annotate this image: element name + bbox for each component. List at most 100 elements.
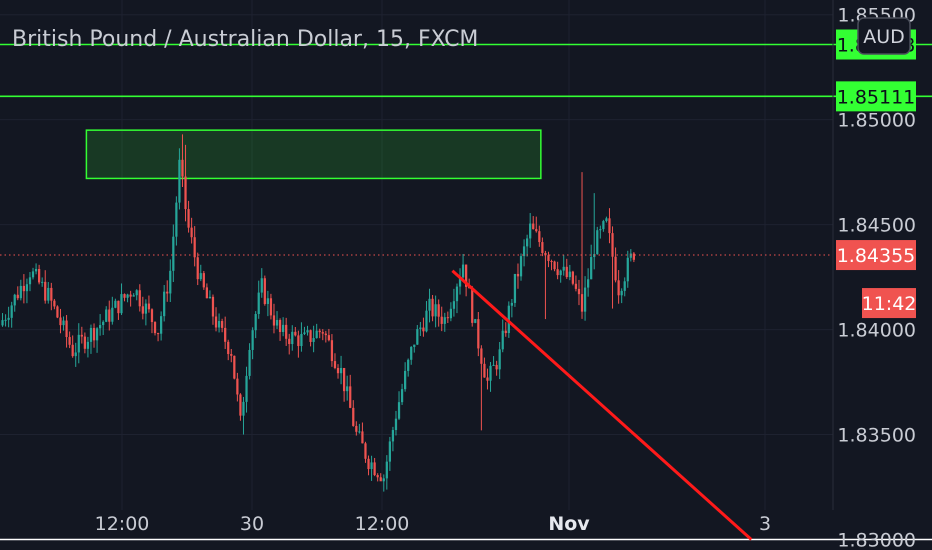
supply-zone[interactable] <box>85 129 542 180</box>
candle <box>236 372 239 402</box>
candle <box>522 239 526 267</box>
candle <box>278 318 282 341</box>
candle <box>583 276 587 321</box>
candle <box>605 216 608 223</box>
chart-title: British Pound / Australian Dollar, 15, F… <box>12 27 478 52</box>
candle <box>86 336 90 358</box>
candle <box>181 134 184 187</box>
candle <box>486 368 489 390</box>
price-axis[interactable]: 1.830001.835001.840001.845001.850001.855… <box>837 5 916 550</box>
candle <box>44 270 47 304</box>
candle <box>193 226 196 267</box>
candle <box>327 328 330 342</box>
candle <box>504 322 507 337</box>
candle <box>553 260 556 272</box>
candle <box>526 234 529 257</box>
countdown-label: 11:42 <box>862 293 917 315</box>
candle <box>440 306 443 332</box>
candle <box>339 355 343 385</box>
candle <box>4 314 7 327</box>
candle <box>233 355 236 380</box>
candle <box>626 250 629 288</box>
candle <box>102 320 105 336</box>
candle <box>599 225 602 239</box>
candle <box>156 332 160 342</box>
candle <box>382 474 385 492</box>
candle <box>461 253 465 279</box>
x-tick-label: 3 <box>759 513 771 535</box>
candle <box>190 217 193 244</box>
candle <box>492 356 495 366</box>
candle <box>245 366 248 413</box>
candle <box>105 306 108 323</box>
candle <box>288 333 291 355</box>
candle <box>550 259 553 271</box>
candle <box>71 335 74 358</box>
candle <box>587 268 590 297</box>
candle <box>580 172 584 319</box>
candle <box>53 298 56 310</box>
candle <box>343 367 346 402</box>
candle <box>318 328 321 339</box>
level-price-label: 1.85111 <box>837 86 916 108</box>
candle <box>202 270 205 290</box>
y-tick-label: 1.83000 <box>837 530 916 550</box>
current-price-badge <box>836 240 916 271</box>
candle <box>632 252 635 263</box>
candle <box>50 282 53 311</box>
supply-zone-layer <box>85 129 542 180</box>
candle <box>38 264 41 285</box>
x-tick-label: 12:00 <box>95 513 150 535</box>
candle <box>465 264 468 297</box>
candle <box>285 317 288 346</box>
candle <box>437 299 440 327</box>
candle <box>25 278 29 304</box>
candle <box>68 331 71 349</box>
candle <box>614 247 617 283</box>
candle <box>333 353 337 370</box>
candle <box>141 296 144 320</box>
candle <box>413 344 416 353</box>
candle <box>95 327 99 353</box>
candle <box>452 288 456 317</box>
candle <box>297 330 300 358</box>
candle <box>431 295 434 322</box>
candle <box>379 473 382 482</box>
candle <box>22 274 25 304</box>
candle <box>242 396 245 435</box>
trend-line[interactable] <box>451 269 753 541</box>
candle <box>547 251 550 268</box>
x-tick-label: Nov <box>548 513 590 535</box>
candle <box>611 226 614 309</box>
candle <box>498 342 501 380</box>
candle <box>123 293 126 302</box>
candle <box>114 298 117 309</box>
candle <box>163 285 166 322</box>
candle <box>519 253 523 281</box>
time-axis[interactable]: 12:00 30 12:00 Nov 3 <box>95 513 771 535</box>
candle <box>83 332 86 354</box>
candle <box>62 316 65 331</box>
candle <box>458 268 462 295</box>
candle <box>65 315 68 348</box>
candle <box>397 391 401 421</box>
candle <box>13 293 16 312</box>
horizontal-levels <box>0 43 932 541</box>
candle <box>419 321 422 336</box>
candle <box>117 300 120 320</box>
candle <box>355 421 358 436</box>
y-tick-label: 1.84500 <box>837 215 916 237</box>
candle <box>336 364 340 379</box>
candle <box>577 279 581 306</box>
candle <box>330 334 334 367</box>
candle <box>74 342 77 367</box>
currency-button[interactable]: AUD <box>857 17 911 55</box>
candle <box>19 279 22 301</box>
candle <box>394 410 398 436</box>
candle <box>47 281 50 304</box>
candle <box>221 318 224 333</box>
candle <box>565 258 568 279</box>
candle <box>312 325 315 353</box>
candle <box>211 294 215 325</box>
